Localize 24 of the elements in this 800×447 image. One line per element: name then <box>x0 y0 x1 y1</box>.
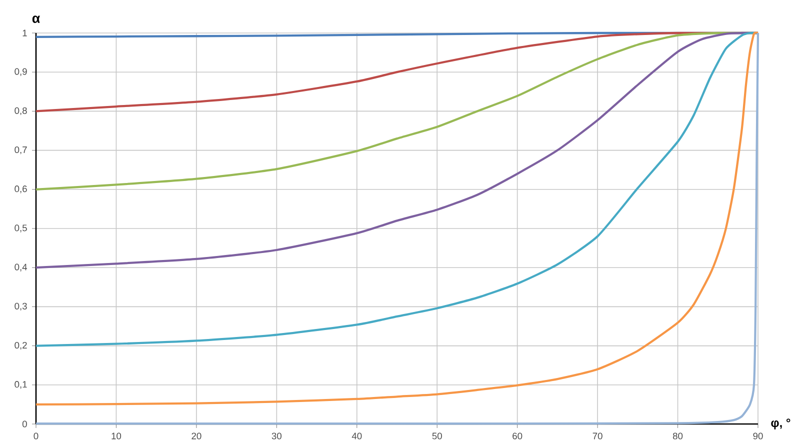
y-tick-label: 0,5 <box>14 224 27 232</box>
y-tick-label: 0,6 <box>14 186 27 194</box>
x-tick-label: 40 <box>352 432 362 440</box>
x-tick-label: 20 <box>192 432 202 440</box>
y-tick-label: 0,7 <box>14 146 27 154</box>
x-tick-label: 50 <box>432 432 442 440</box>
x-axis-title: φ, ° <box>771 418 790 430</box>
x-tick-label: 80 <box>672 432 683 440</box>
y-tick-label: 0,2 <box>14 342 27 350</box>
y-tick-label: 0,9 <box>14 68 27 76</box>
y-tick-label: 0,8 <box>14 107 27 116</box>
y-axis-title: α <box>32 16 40 23</box>
line-series <box>34 32 760 347</box>
x-tick-label: 90 <box>753 432 763 440</box>
x-tick-label: 30 <box>272 432 282 440</box>
x-tick-label: 70 <box>592 432 602 440</box>
y-tick-label: 0,3 <box>14 302 27 311</box>
x-tick-label: 10 <box>112 432 122 440</box>
y-tick-label: 0,4 <box>14 264 28 272</box>
y-tick-label: 0,1 <box>14 381 27 389</box>
y-tick-label: 1 <box>22 30 27 36</box>
x-tick-label: 60 <box>512 432 522 440</box>
y-tick-label: 0 <box>22 420 27 428</box>
x-tick-label: 0 <box>34 432 38 440</box>
